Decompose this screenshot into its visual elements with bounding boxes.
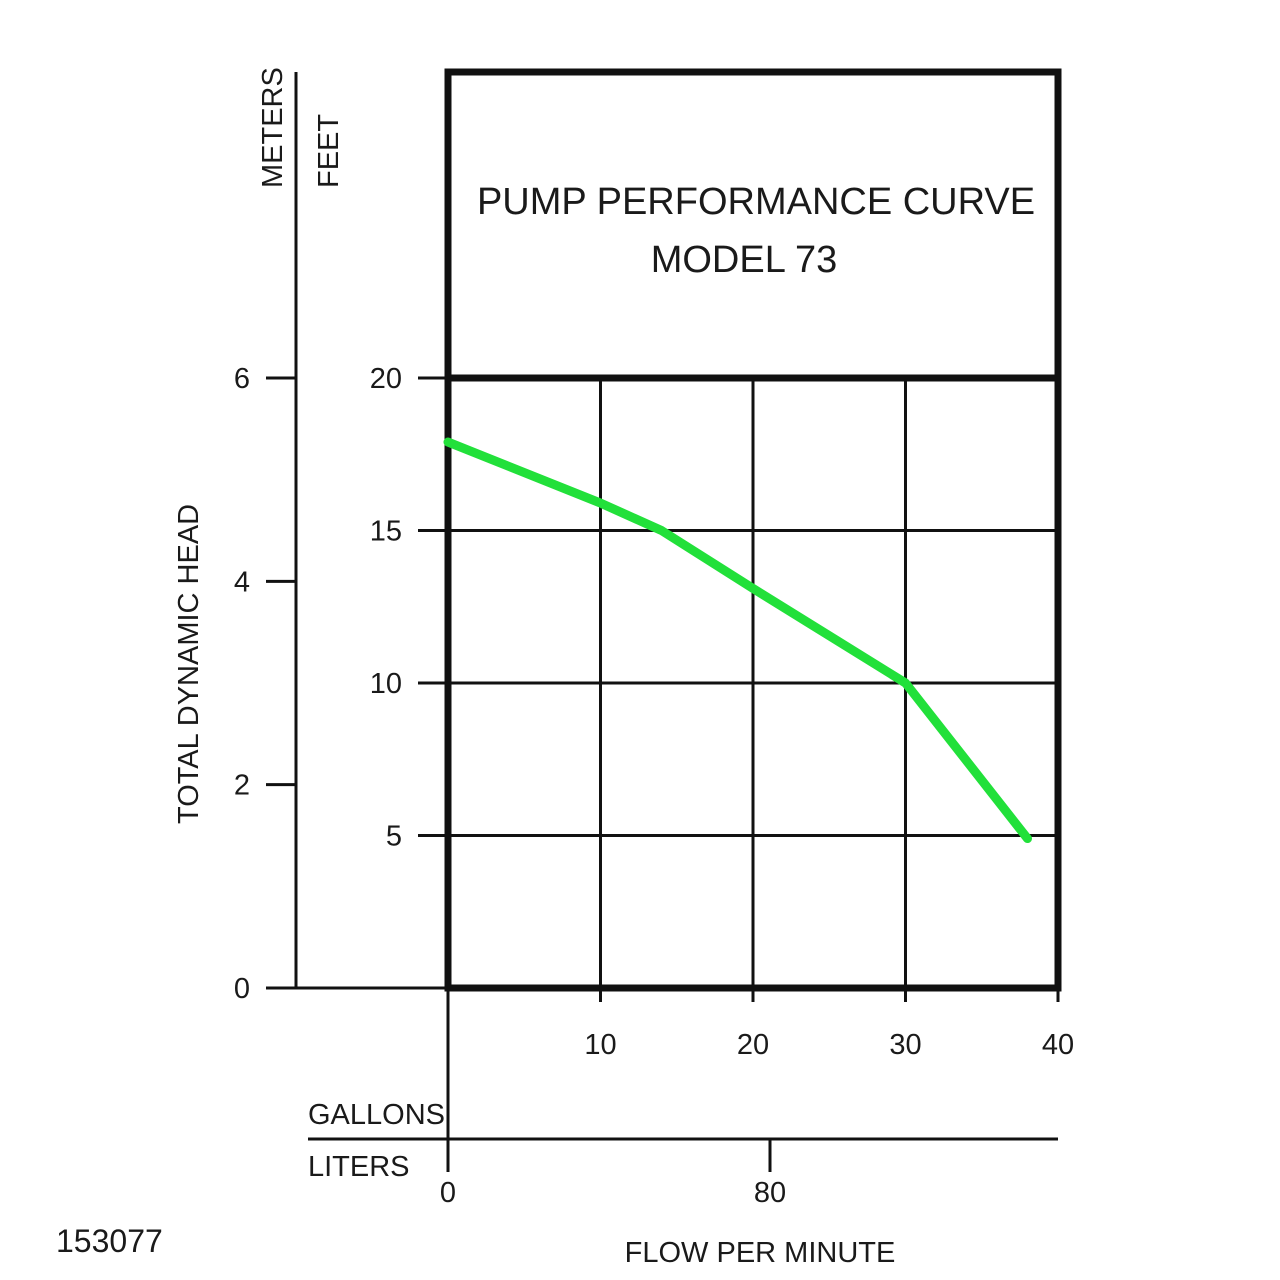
x-tick-label-gallons: 10 xyxy=(584,1029,616,1061)
y-tick-label-feet: 15 xyxy=(370,516,402,548)
x-tick-label-gallons: 40 xyxy=(1042,1029,1074,1061)
y-tick-label-feet: 5 xyxy=(386,821,402,853)
x-tick-label-gallons: 30 xyxy=(889,1029,921,1061)
y-axis-title: TOTAL DYNAMIC HEAD xyxy=(173,504,205,824)
chart-title: PUMP PERFORMANCE CURVE xyxy=(477,181,1035,223)
x-axis-title: FLOW PER MINUTE xyxy=(625,1237,896,1269)
chart-subtitle: MODEL 73 xyxy=(651,239,838,281)
performance-curve-line xyxy=(443,437,1032,844)
header-box xyxy=(444,68,1062,382)
ticks: 10 20 30 40 5 10 15 20 0 2 4 6 0 80 xyxy=(234,363,1074,1209)
x-tick-label-liters: 0 xyxy=(440,1177,456,1209)
liters-unit-label: LITERS xyxy=(308,1151,410,1183)
y-tick-label-feet: 20 xyxy=(370,363,402,395)
y-tick-label-feet: 10 xyxy=(370,668,402,700)
y-tick-label-meters: 0 xyxy=(234,973,250,1005)
y-tick-label-meters: 6 xyxy=(234,363,250,395)
meters-unit-label: METERS xyxy=(257,67,289,188)
x-tick-label-gallons: 20 xyxy=(737,1029,769,1061)
y-tick-label-meters: 4 xyxy=(234,566,250,598)
y-tick-label-meters: 2 xyxy=(234,770,250,802)
feet-unit-label: FEET xyxy=(313,114,345,188)
gallons-unit-label: GALLONS xyxy=(308,1099,445,1131)
x-tick-label-liters: 80 xyxy=(754,1177,786,1209)
grid-lines xyxy=(448,378,1058,988)
figure-code: 153077 xyxy=(56,1223,163,1259)
